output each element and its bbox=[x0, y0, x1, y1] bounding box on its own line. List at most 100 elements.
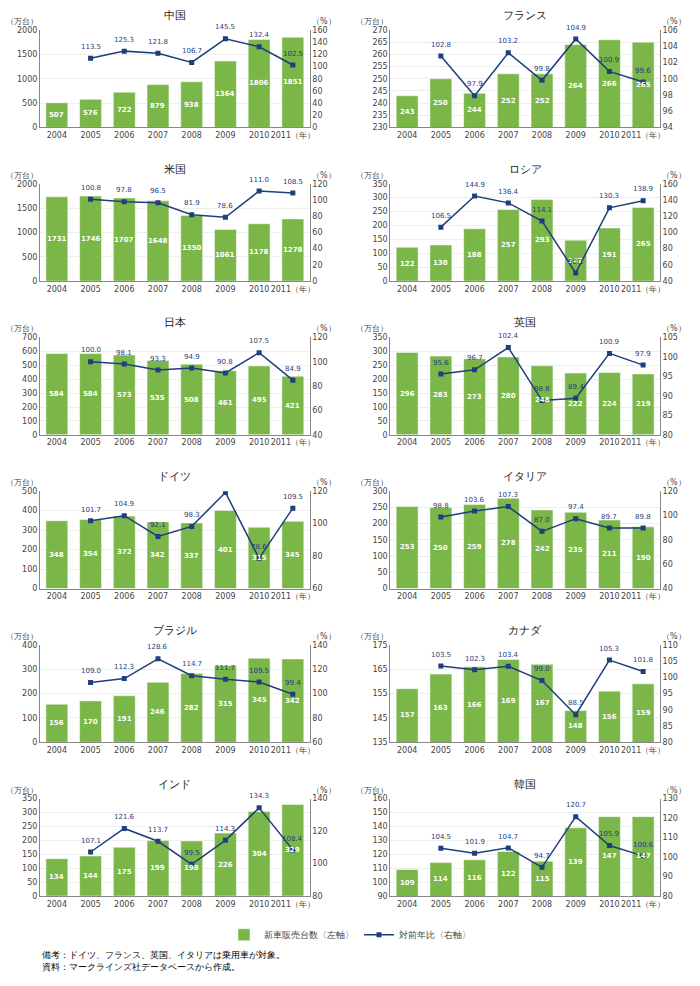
svg-text:107.1: 107.1 bbox=[81, 837, 101, 845]
svg-text:109.0: 109.0 bbox=[81, 667, 101, 675]
svg-text:90: 90 bbox=[378, 892, 388, 901]
svg-text:120: 120 bbox=[312, 180, 327, 189]
svg-text:2006: 2006 bbox=[114, 592, 134, 601]
svg-text:576: 576 bbox=[83, 109, 98, 117]
svg-text:2004: 2004 bbox=[47, 285, 67, 294]
svg-text:0: 0 bbox=[383, 277, 388, 286]
svg-text:157: 157 bbox=[400, 711, 415, 719]
svg-text:2009: 2009 bbox=[215, 131, 235, 140]
svg-text:132.4: 132.4 bbox=[249, 31, 270, 39]
svg-text:2006: 2006 bbox=[464, 592, 484, 601]
svg-text:300: 300 bbox=[22, 808, 37, 817]
svg-text:81.9: 81.9 bbox=[184, 199, 200, 207]
svg-text:2007: 2007 bbox=[148, 900, 168, 909]
svg-text:99.0: 99.0 bbox=[534, 665, 550, 673]
svg-text:85: 85 bbox=[663, 722, 673, 731]
svg-text:200: 200 bbox=[372, 221, 387, 230]
svg-text:98.1: 98.1 bbox=[116, 349, 132, 357]
svg-text:246: 246 bbox=[150, 708, 165, 716]
svg-text:ドイツ: ドイツ bbox=[158, 470, 191, 483]
svg-text:156: 156 bbox=[602, 713, 617, 721]
svg-text:2008: 2008 bbox=[182, 131, 202, 140]
svg-text:105: 105 bbox=[663, 657, 678, 666]
svg-text:2010: 2010 bbox=[249, 900, 269, 909]
svg-text:147: 147 bbox=[636, 852, 651, 860]
svg-text:100: 100 bbox=[312, 859, 327, 868]
svg-text:98.3: 98.3 bbox=[184, 511, 200, 519]
svg-text:155: 155 bbox=[372, 689, 387, 698]
svg-text:2004: 2004 bbox=[47, 131, 67, 140]
svg-text:0: 0 bbox=[32, 431, 37, 440]
svg-text:163: 163 bbox=[433, 704, 448, 712]
svg-text:255: 255 bbox=[372, 62, 387, 71]
svg-text:96.5: 96.5 bbox=[150, 187, 166, 195]
svg-text:167: 167 bbox=[535, 699, 550, 707]
svg-text:120: 120 bbox=[312, 665, 327, 674]
svg-text:50.1: 50.1 bbox=[568, 258, 584, 266]
svg-text:0: 0 bbox=[32, 892, 37, 901]
svg-text:80: 80 bbox=[312, 382, 322, 391]
svg-text:88.5: 88.5 bbox=[568, 699, 584, 707]
svg-text:60: 60 bbox=[312, 406, 322, 415]
svg-text:2008: 2008 bbox=[532, 438, 552, 447]
svg-text:2009: 2009 bbox=[566, 900, 586, 909]
svg-text:461: 461 bbox=[218, 399, 233, 407]
svg-text:160: 160 bbox=[372, 794, 387, 803]
svg-text:235: 235 bbox=[372, 111, 387, 120]
svg-text:111.0: 111.0 bbox=[249, 176, 269, 184]
svg-text:144: 144 bbox=[83, 872, 98, 880]
svg-text:100: 100 bbox=[22, 864, 37, 873]
svg-text:235: 235 bbox=[568, 546, 583, 554]
svg-text:266: 266 bbox=[602, 80, 617, 88]
svg-text:300: 300 bbox=[372, 487, 387, 496]
svg-text:60: 60 bbox=[663, 261, 673, 270]
svg-text:879: 879 bbox=[150, 102, 165, 110]
svg-text:2011（年）: 2011（年） bbox=[621, 438, 665, 447]
svg-text:250: 250 bbox=[372, 361, 387, 370]
svg-text:2009: 2009 bbox=[215, 592, 235, 601]
svg-text:500: 500 bbox=[22, 487, 37, 496]
svg-text:100: 100 bbox=[372, 249, 387, 258]
svg-text:304: 304 bbox=[252, 850, 267, 858]
svg-text:（万台）: （万台） bbox=[6, 632, 38, 641]
svg-text:200: 200 bbox=[372, 375, 387, 384]
svg-text:100: 100 bbox=[663, 511, 678, 520]
svg-text:インド: インド bbox=[158, 778, 191, 791]
svg-text:2007: 2007 bbox=[498, 900, 518, 909]
svg-text:293: 293 bbox=[535, 236, 550, 244]
svg-text:136.4: 136.4 bbox=[498, 188, 519, 196]
svg-text:114.1: 114.1 bbox=[532, 206, 552, 214]
svg-text:80: 80 bbox=[663, 431, 673, 440]
svg-text:97.9: 97.9 bbox=[635, 350, 651, 358]
svg-text:95: 95 bbox=[663, 689, 673, 698]
svg-text:2009: 2009 bbox=[215, 746, 235, 755]
svg-text:2011（年）: 2011（年） bbox=[271, 131, 315, 140]
svg-text:109.5: 109.5 bbox=[283, 493, 303, 501]
svg-text:80: 80 bbox=[663, 244, 673, 253]
svg-text:2004: 2004 bbox=[47, 592, 67, 601]
svg-text:102.8: 102.8 bbox=[431, 41, 451, 49]
svg-text:80: 80 bbox=[663, 738, 673, 747]
svg-text:100: 100 bbox=[22, 714, 37, 723]
svg-text:1731: 1731 bbox=[47, 235, 67, 243]
svg-text:90.8: 90.8 bbox=[217, 358, 233, 366]
svg-text:345: 345 bbox=[252, 696, 267, 704]
svg-text:2005: 2005 bbox=[80, 592, 100, 601]
svg-text:2006: 2006 bbox=[114, 900, 134, 909]
svg-text:250: 250 bbox=[433, 544, 448, 552]
svg-text:211: 211 bbox=[602, 550, 617, 558]
svg-text:2008: 2008 bbox=[532, 592, 552, 601]
svg-text:英国: 英国 bbox=[514, 316, 536, 329]
svg-text:345: 345 bbox=[285, 551, 300, 559]
svg-text:140: 140 bbox=[312, 794, 327, 803]
svg-text:122: 122 bbox=[400, 260, 415, 268]
svg-text:160: 160 bbox=[663, 180, 678, 189]
svg-text:265: 265 bbox=[636, 240, 651, 248]
svg-text:109.5: 109.5 bbox=[249, 667, 269, 675]
svg-text:350: 350 bbox=[372, 180, 387, 189]
svg-text:265: 265 bbox=[372, 38, 387, 47]
svg-text:100: 100 bbox=[22, 565, 37, 574]
svg-text:190: 190 bbox=[636, 554, 651, 562]
svg-text:ロシア: ロシア bbox=[509, 163, 542, 176]
svg-text:103.4: 103.4 bbox=[498, 651, 519, 659]
